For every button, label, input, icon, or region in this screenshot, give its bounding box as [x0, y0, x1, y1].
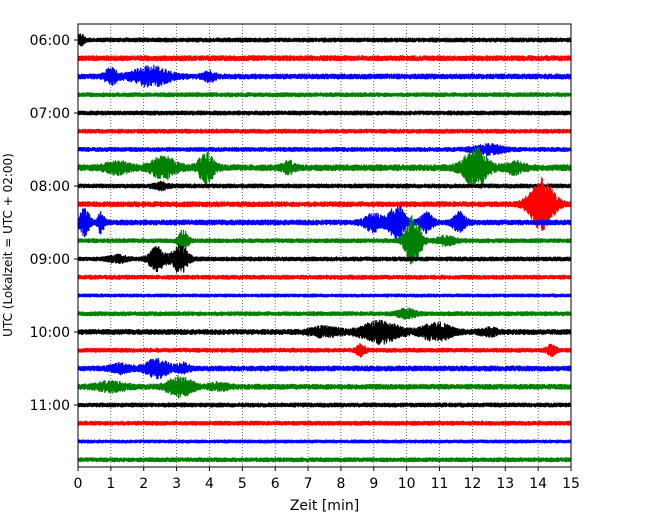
trace-0800	[77, 180, 572, 192]
trace-0715	[77, 128, 572, 134]
trace-0700	[77, 110, 572, 116]
trace-0845	[77, 215, 572, 265]
x-tick-label: 12	[463, 476, 481, 492]
trace-0615	[77, 55, 572, 62]
x-tick-label: 5	[238, 476, 247, 492]
trace-0830	[77, 205, 572, 244]
trace-0600	[77, 33, 572, 47]
y-tick-label: 08:00	[30, 179, 70, 195]
trace-0815	[77, 177, 572, 232]
x-axis-ticks: 0 1 2 3 4 5 6 7 8 9 10 11 12 13 14 15	[74, 467, 580, 492]
y-tick-label: 07:00	[30, 106, 70, 122]
trace-0745	[77, 146, 572, 188]
trace-1015	[77, 343, 572, 358]
trace-1145	[77, 457, 572, 463]
x-tick-label: 8	[336, 476, 345, 492]
trace-0645	[77, 92, 572, 98]
x-tick-label: 7	[304, 476, 313, 492]
trace-1000	[77, 319, 572, 345]
trace-0945	[77, 307, 572, 320]
x-tick-label: 15	[562, 476, 580, 492]
x-tick-label: 0	[74, 476, 83, 492]
grid-layer	[110, 24, 539, 467]
y-tick-label: 06:00	[30, 33, 70, 49]
x-tick-label: 3	[172, 476, 181, 492]
trace-0900	[77, 244, 572, 273]
trace-layer	[77, 33, 572, 463]
x-tick-label: 11	[431, 476, 449, 492]
x-tick-label: 1	[106, 476, 115, 492]
trace-1030	[77, 357, 572, 380]
x-tick-label: 2	[139, 476, 148, 492]
y-tick-label: 09:00	[30, 252, 70, 268]
y-axis-ticks: 06:00 07:00 08:00 09:00 10:00 11:00	[30, 33, 78, 414]
y-tick-label: 11:00	[30, 398, 70, 414]
y-axis-label: UTC (Lokalzeit = UTC + 02:00)	[1, 153, 15, 337]
trace-0630	[77, 64, 572, 88]
trace-0730	[77, 142, 572, 156]
x-tick-label: 14	[529, 476, 547, 492]
trace-1130	[77, 439, 572, 444]
trace-1115	[77, 420, 572, 426]
x-tick-label: 13	[496, 476, 514, 492]
plot-frame	[77, 23, 572, 468]
x-tick-label: 6	[271, 476, 280, 492]
trace-1100	[77, 402, 572, 408]
x-tick-label: 9	[369, 476, 378, 492]
trace-0930	[77, 293, 572, 298]
trace-0915	[77, 274, 572, 280]
x-tick-label: 10	[398, 476, 416, 492]
y-tick-label: 10:00	[30, 325, 70, 341]
x-axis-label: Zeit [min]	[290, 498, 359, 514]
x-tick-label: 4	[205, 476, 214, 492]
trace-1045	[77, 375, 572, 399]
